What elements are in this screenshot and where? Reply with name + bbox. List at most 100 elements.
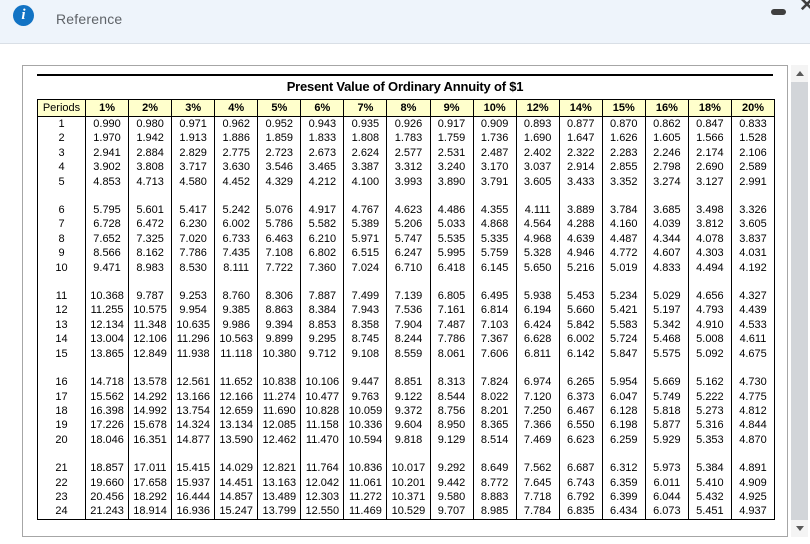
- reference-panel: Present Value of Ordinary Annuity of $1 …: [22, 65, 788, 537]
- vertical-scrollbar[interactable]: [791, 65, 808, 537]
- close-icon[interactable]: ✕: [799, 0, 810, 16]
- spacer-cell: [214, 275, 259, 290]
- value-cell: 7.108: [257, 246, 302, 261]
- value-cell: 5.749: [644, 389, 689, 404]
- value-cell: 5.842: [558, 317, 603, 333]
- value-cell: 8.649: [472, 461, 517, 476]
- value-cell: 14.324: [171, 418, 216, 433]
- value-cell: 7.718: [515, 489, 560, 505]
- scroll-up-button[interactable]: [791, 65, 808, 82]
- value-cell: 7.360: [300, 260, 345, 276]
- group-spacer-row: [37, 189, 776, 204]
- spacer-cell: [343, 189, 388, 204]
- value-cell: 9.122: [386, 389, 431, 404]
- value-cell: 4.327: [730, 289, 776, 304]
- value-cell: 4.487: [601, 231, 646, 247]
- value-cell: 5.759: [472, 246, 517, 261]
- value-cell: 10.594: [343, 432, 388, 448]
- value-cell: 10.336: [343, 418, 388, 433]
- table-title: Present Value of Ordinary Annuity of $1: [286, 79, 524, 94]
- value-cell: 6.974: [515, 375, 560, 390]
- spacer-cell: [730, 275, 776, 290]
- value-cell: 6.792: [558, 489, 603, 505]
- value-cell: 5.092: [687, 346, 732, 362]
- info-icon: i: [13, 5, 34, 26]
- spacer-cell: [171, 189, 216, 204]
- value-cell: 4.611: [730, 332, 776, 347]
- scroll-down-button[interactable]: [791, 520, 808, 537]
- value-cell: 6.145: [472, 260, 517, 276]
- table-row: 6 5.795 5.601 5.417 5.242 5.076 4.917 4.767 4.62…: [37, 203, 776, 218]
- value-cell: 2.624: [343, 145, 388, 161]
- value-cell: 5.197: [644, 303, 689, 318]
- value-cell: 7.367: [472, 332, 517, 347]
- arrow-up-icon: [795, 71, 804, 76]
- spacer-cell: [300, 361, 345, 376]
- value-cell: 4.968: [515, 231, 560, 247]
- value-cell: 3.605: [515, 174, 560, 190]
- spacer-cell: [515, 447, 560, 462]
- value-cell: 6.743: [558, 475, 603, 490]
- value-cell: 5.342: [644, 317, 689, 333]
- spacer-cell: [300, 189, 345, 204]
- table-row: 8 7.652 7.325 7.020 6.733 6.463 6.210 5.971 5.74…: [37, 231, 776, 247]
- spacer-cell: [37, 361, 86, 376]
- value-cell: 5.601: [128, 203, 173, 218]
- value-cell: 7.652: [84, 231, 130, 247]
- value-cell: 20.456: [84, 489, 130, 505]
- value-cell: 8.745: [343, 332, 388, 347]
- spacer-cell: [386, 189, 431, 204]
- spacer-cell: [257, 275, 302, 290]
- value-cell: 4.486: [429, 203, 474, 218]
- value-cell: 0.909: [472, 116, 517, 132]
- value-cell: 0.962: [214, 116, 259, 132]
- value-cell: 6.359: [601, 475, 646, 490]
- table-row: 2 1.970 1.942 1.913 1.886 1.859 1.833 1.808 1.78…: [37, 131, 776, 146]
- spacer-cell: [601, 361, 646, 376]
- spacer-cell: [300, 275, 345, 290]
- value-cell: 7.824: [472, 375, 517, 390]
- value-cell: 6.044: [644, 489, 689, 505]
- value-cell: 5.216: [558, 260, 603, 276]
- value-cell: 3.170: [472, 160, 517, 175]
- value-cell: 4.844: [730, 418, 776, 433]
- value-cell: 19.660: [84, 475, 130, 490]
- spacer-cell: [429, 189, 474, 204]
- minimize-button[interactable]: [771, 9, 786, 15]
- value-cell: 6.835: [558, 504, 603, 520]
- value-cell: 8.983: [128, 260, 173, 276]
- group-spacer-row: [37, 275, 776, 290]
- scrollbar-thumb[interactable]: [791, 82, 808, 520]
- value-cell: 1.808: [343, 131, 388, 146]
- spacer-cell: [601, 275, 646, 290]
- value-cell: 10.635: [171, 317, 216, 333]
- value-cell: 10.563: [214, 332, 259, 347]
- spacer-cell: [37, 189, 86, 204]
- value-cell: 5.029: [644, 289, 689, 304]
- spacer-cell: [386, 447, 431, 462]
- value-cell: 6.312: [601, 461, 646, 476]
- value-cell: 3.465: [300, 160, 345, 175]
- value-cell: 4.767: [343, 203, 388, 218]
- value-cell: 4.868: [472, 217, 517, 232]
- value-cell: 9.447: [343, 375, 388, 390]
- value-cell: 5.432: [687, 489, 732, 505]
- value-cell: 13.166: [171, 389, 216, 404]
- value-cell: 8.111: [214, 260, 259, 276]
- value-cell: 2.855: [601, 160, 646, 175]
- value-cell: 6.623: [558, 432, 603, 448]
- spacer-cell: [343, 361, 388, 376]
- value-cell: 8.201: [472, 403, 517, 419]
- value-cell: 2.673: [300, 145, 345, 161]
- value-cell: 7.786: [429, 332, 474, 347]
- value-cell: 4.580: [171, 174, 216, 190]
- value-cell: 11.469: [343, 504, 388, 520]
- value-cell: 6.733: [214, 231, 259, 247]
- spacer-cell: [84, 189, 130, 204]
- column-header-rate: 16%: [644, 99, 689, 117]
- value-cell: 3.890: [429, 174, 474, 190]
- value-cell: 9.471: [84, 260, 130, 276]
- value-cell: 0.877: [558, 116, 603, 132]
- value-cell: 7.786: [171, 246, 216, 261]
- value-cell: 7.139: [386, 289, 431, 304]
